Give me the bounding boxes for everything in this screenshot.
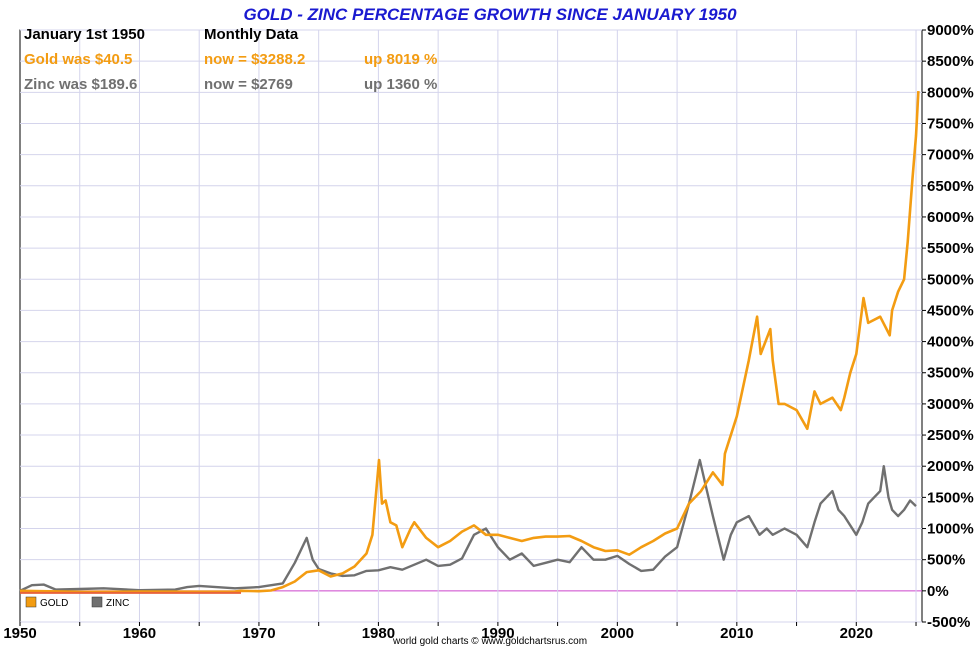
legend-gold-label: GOLD (40, 598, 68, 609)
legend-gold-swatch (25, 596, 37, 608)
y-tick-label: 7000% (927, 147, 974, 164)
x-tick-label: 2000 (601, 625, 634, 642)
tick-layer: -500% 0% 500% 1000% 1500% 2000% 2500% 3000% 3500… (3, 22, 973, 642)
y-tick-label: 5000% (927, 271, 974, 288)
y-tick-label: 2500% (927, 427, 974, 444)
zinc-up-label: up 1360 % (364, 76, 437, 93)
x-tick-label: 2020 (840, 625, 873, 642)
grid-layer (20, 29, 922, 623)
y-tick-label: 7500% (927, 115, 974, 132)
legend-zinc-swatch (91, 596, 103, 608)
zinc-was-label: Zinc was $189.6 (24, 76, 137, 93)
x-tick-label: 2010 (720, 625, 753, 642)
y-tick-label: 500% (927, 552, 965, 569)
series-line-zinc (19, 458, 917, 592)
y-tick-label: -500% (927, 614, 970, 631)
y-tick-label: 5500% (927, 240, 974, 257)
y-tick-label: 8500% (927, 53, 974, 70)
gold-was-label: Gold was $40.5 (24, 51, 132, 68)
x-tick-label: 1950 (3, 625, 36, 642)
start-label: January 1st 1950 (24, 26, 145, 43)
legend: GOLD ZINC (25, 596, 129, 609)
x-tick-label: 1970 (242, 625, 275, 642)
y-tick-label: 4500% (927, 302, 974, 319)
series-line-gold (19, 91, 920, 594)
zinc-now-label: now = $2769 (204, 76, 293, 93)
y-tick-label: 1500% (927, 489, 974, 506)
y-tick-label: 4000% (927, 334, 974, 351)
plot-area (19, 29, 923, 623)
y-tick-label: 6000% (927, 209, 974, 226)
y-tick-label: 3000% (927, 396, 974, 413)
y-tick-label: 3500% (927, 365, 974, 382)
x-tick-label: 1990 (481, 625, 514, 642)
chart-title: GOLD - ZINC PERCENTAGE GROWTH SINCE JANU… (243, 5, 737, 24)
legend-zinc-label: ZINC (106, 598, 129, 609)
y-tick-label: 2000% (927, 458, 974, 475)
y-tick-label: 1000% (927, 521, 974, 538)
credit-text: world gold charts © www.goldchartsrus.co… (392, 636, 587, 647)
y-tick-label: 8000% (927, 84, 974, 101)
x-tick-label: 1960 (123, 625, 156, 642)
series-layer (19, 91, 920, 594)
y-tick-label: 0% (927, 583, 949, 600)
x-tick-label: 1980 (362, 625, 395, 642)
y-tick-label: 6500% (927, 178, 974, 195)
gold-now-label: now = $3288.2 (204, 51, 305, 68)
gold-up-label: up 8019 % (364, 51, 437, 68)
frequency-label: Monthly Data (204, 26, 299, 43)
y-tick-label: 9000% (927, 22, 974, 39)
